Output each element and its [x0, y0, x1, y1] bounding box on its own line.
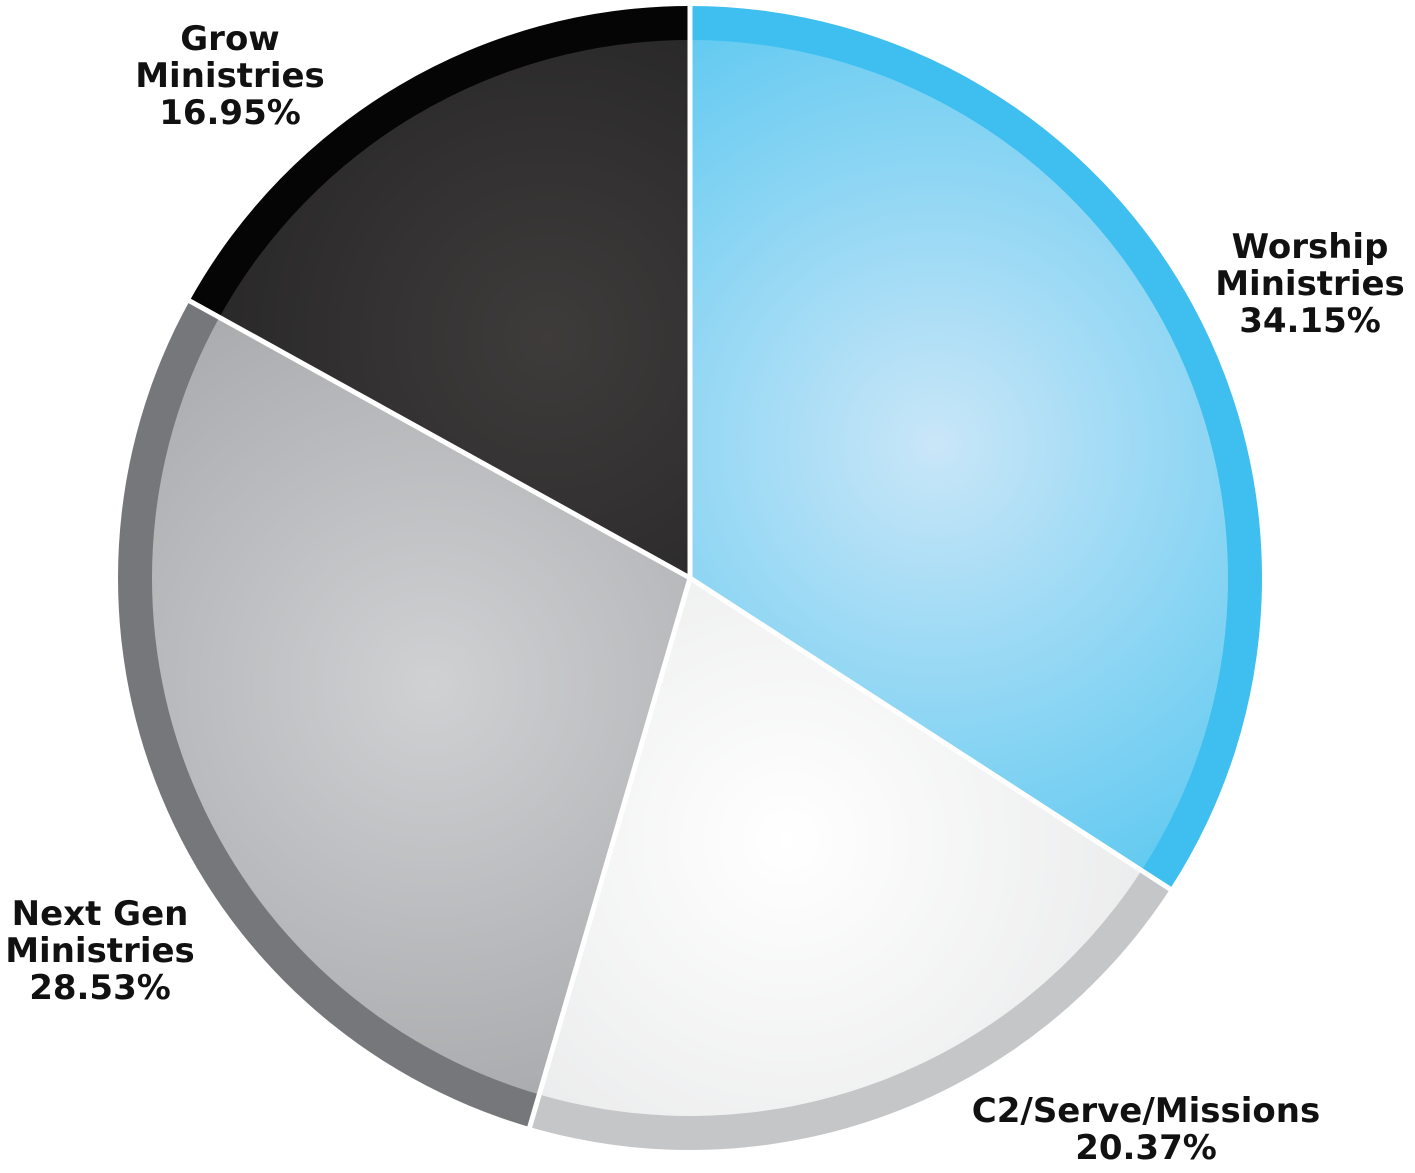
slice-name-label: Ministries [5, 931, 195, 971]
slice-name-label: C2/Serve/Missions [972, 1091, 1320, 1131]
slice-separator [688, 575, 1174, 893]
labels-layer: Worship Ministries 34.15%C2/Serve/Missions… [5, 19, 1405, 1168]
slice-name-label: Ministries [135, 56, 325, 96]
slice-value-label: 34.15% [1239, 301, 1381, 341]
pie-slice-face-next-gen-ministries [151, 317, 690, 1095]
slice-name-label: Grow [180, 19, 279, 59]
slice-name-label: Next Gen [12, 894, 189, 934]
pie-slice-c2-serve-missions [529, 578, 1171, 1151]
slice-separator [526, 577, 693, 1130]
slice-separator [186, 297, 692, 581]
slice-name-label: Ministries [1215, 264, 1405, 304]
pie-slice-grow-ministries [189, 6, 691, 578]
slices-layer [117, 4, 1263, 1151]
slice-label-next-gen-ministries: Next Gen Ministries 28.53% [5, 894, 195, 1008]
slice-value-label: 28.53% [29, 968, 171, 1008]
pie-slice-face-grow-ministries [219, 40, 691, 578]
pie-slice-face-c2-serve-missions [539, 578, 1142, 1117]
slice-value-label: 16.95% [159, 93, 301, 133]
slice-value-label: 20.37% [1075, 1128, 1217, 1168]
slice-label-c2-serve-missions: C2/Serve/Missions 20.37% [972, 1091, 1320, 1168]
slice-label-worship-ministries: Worship Ministries 34.15% [1215, 227, 1405, 341]
slice-name-label: Worship [1232, 227, 1389, 267]
pie-slice-next-gen-ministries [117, 300, 690, 1128]
slice-label-grow-ministries: Grow Ministries 16.95% [135, 19, 325, 133]
